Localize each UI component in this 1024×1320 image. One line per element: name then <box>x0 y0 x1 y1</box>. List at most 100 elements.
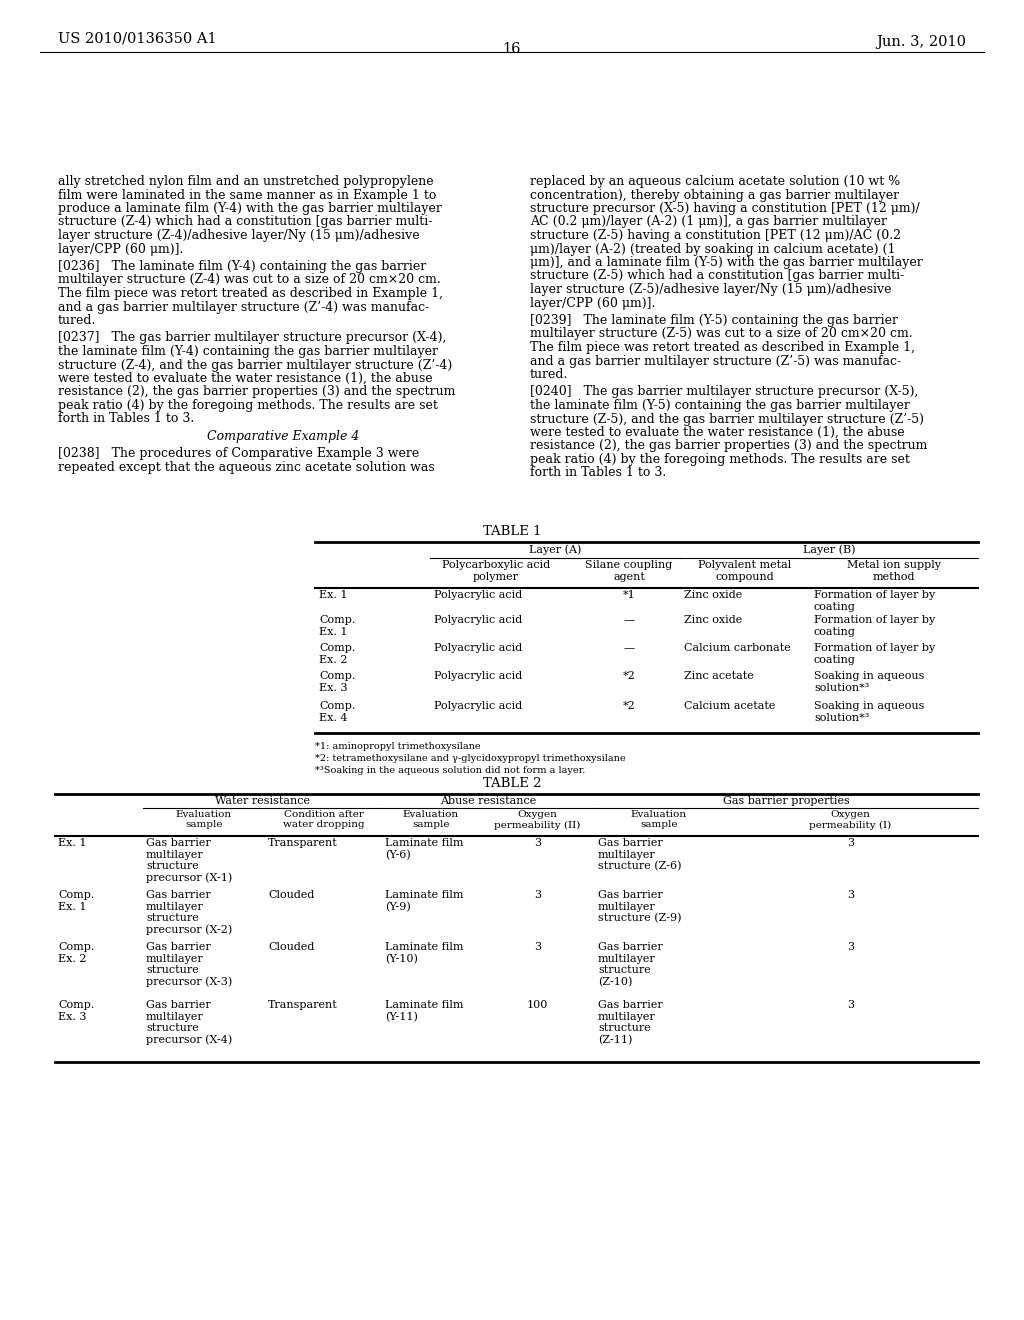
Text: TABLE 1: TABLE 1 <box>482 525 542 539</box>
Text: Gas barrier
multilayer
structure
precursor (X-3): Gas barrier multilayer structure precurs… <box>146 942 232 987</box>
Text: μm)/layer (A-2) (treated by soaking in calcium acetate) (1: μm)/layer (A-2) (treated by soaking in c… <box>530 243 896 256</box>
Text: —: — <box>624 615 635 624</box>
Text: Polyacrylic acid: Polyacrylic acid <box>434 671 522 681</box>
Text: Layer (B): Layer (B) <box>803 544 855 554</box>
Text: Zinc oxide: Zinc oxide <box>684 615 742 624</box>
Text: Evaluation
sample: Evaluation sample <box>402 810 459 829</box>
Text: Polycarboxylic acid
polymer: Polycarboxylic acid polymer <box>442 560 550 582</box>
Text: Metal ion supply
method: Metal ion supply method <box>847 560 941 582</box>
Text: multilayer structure (Z-4) was cut to a size of 20 cm×20 cm.: multilayer structure (Z-4) was cut to a … <box>58 273 440 286</box>
Text: [0237]   The gas barrier multilayer structure precursor (X-4),: [0237] The gas barrier multilayer struct… <box>58 331 446 345</box>
Text: Condition after
water dropping: Condition after water dropping <box>283 810 365 829</box>
Text: Clouded: Clouded <box>268 942 314 952</box>
Text: Comparative Example 4: Comparative Example 4 <box>207 430 359 444</box>
Text: forth in Tables 1 to 3.: forth in Tables 1 to 3. <box>58 412 195 425</box>
Text: peak ratio (4) by the foregoing methods. The results are set: peak ratio (4) by the foregoing methods.… <box>530 453 910 466</box>
Text: Gas barrier properties: Gas barrier properties <box>723 796 850 807</box>
Text: Oxygen
permeability (I): Oxygen permeability (I) <box>809 810 892 829</box>
Text: Formation of layer by
coating: Formation of layer by coating <box>814 643 935 664</box>
Text: Laminate film
(Y-10): Laminate film (Y-10) <box>385 942 464 964</box>
Text: Silane coupling
agent: Silane coupling agent <box>586 560 673 582</box>
Text: 3: 3 <box>847 942 854 952</box>
Text: Comp.
Ex. 2: Comp. Ex. 2 <box>319 643 355 664</box>
Text: US 2010/0136350 A1: US 2010/0136350 A1 <box>58 32 217 46</box>
Text: 3: 3 <box>847 890 854 900</box>
Text: Comp.
Ex. 2: Comp. Ex. 2 <box>58 942 94 964</box>
Text: The film piece was retort treated as described in Example 1,: The film piece was retort treated as des… <box>530 341 915 354</box>
Text: tured.: tured. <box>530 368 568 381</box>
Text: Polyacrylic acid: Polyacrylic acid <box>434 615 522 624</box>
Text: Gas barrier
multilayer
structure (Z-9): Gas barrier multilayer structure (Z-9) <box>598 890 682 924</box>
Text: 16: 16 <box>503 42 521 55</box>
Text: [0239]   The laminate film (Y-5) containing the gas barrier: [0239] The laminate film (Y-5) containin… <box>530 314 898 327</box>
Text: Gas barrier
multilayer
structure
precursor (X-1): Gas barrier multilayer structure precurs… <box>146 838 232 883</box>
Text: the laminate film (Y-5) containing the gas barrier multilayer: the laminate film (Y-5) containing the g… <box>530 399 910 412</box>
Text: structure (Z-5), and the gas barrier multilayer structure (Z’-5): structure (Z-5), and the gas barrier mul… <box>530 412 924 425</box>
Text: Ex. 1: Ex. 1 <box>319 590 347 601</box>
Text: peak ratio (4) by the foregoing methods. The results are set: peak ratio (4) by the foregoing methods.… <box>58 399 438 412</box>
Text: layer structure (Z-5)/adhesive layer/Ny (15 μm)/adhesive: layer structure (Z-5)/adhesive layer/Ny … <box>530 282 892 296</box>
Text: structure (Z-4), and the gas barrier multilayer structure (Z’-4): structure (Z-4), and the gas barrier mul… <box>58 359 453 371</box>
Text: replaced by an aqueous calcium acetate solution (10 wt %: replaced by an aqueous calcium acetate s… <box>530 176 900 187</box>
Text: Transparent: Transparent <box>268 1001 338 1010</box>
Text: Polyacrylic acid: Polyacrylic acid <box>434 590 522 601</box>
Text: TABLE 2: TABLE 2 <box>482 777 542 789</box>
Text: Gas barrier
multilayer
structure (Z-6): Gas barrier multilayer structure (Z-6) <box>598 838 682 871</box>
Text: forth in Tables 1 to 3.: forth in Tables 1 to 3. <box>530 466 667 479</box>
Text: 3: 3 <box>534 838 541 847</box>
Text: Formation of layer by
coating: Formation of layer by coating <box>814 615 935 636</box>
Text: Zinc oxide: Zinc oxide <box>684 590 742 601</box>
Text: [0236]   The laminate film (Y-4) containing the gas barrier: [0236] The laminate film (Y-4) containin… <box>58 260 426 273</box>
Text: Gas barrier
multilayer
structure
precursor (X-4): Gas barrier multilayer structure precurs… <box>146 1001 232 1045</box>
Text: resistance (2), the gas barrier properties (3) and the spectrum: resistance (2), the gas barrier properti… <box>530 440 928 453</box>
Text: were tested to evaluate the water resistance (1), the abuse: were tested to evaluate the water resist… <box>58 372 432 385</box>
Text: Polyacrylic acid: Polyacrylic acid <box>434 701 522 711</box>
Text: Clouded: Clouded <box>268 890 314 900</box>
Text: tured.: tured. <box>58 314 96 327</box>
Text: *2: tetramethoxysilane and γ-glycidoxypropyl trimethoxysilane: *2: tetramethoxysilane and γ-glycidoxypr… <box>315 754 626 763</box>
Text: multilayer structure (Z-5) was cut to a size of 20 cm×20 cm.: multilayer structure (Z-5) was cut to a … <box>530 327 912 341</box>
Text: Soaking in aqueous
solution*³: Soaking in aqueous solution*³ <box>814 701 925 722</box>
Text: *1: aminopropyl trimethoxysilane: *1: aminopropyl trimethoxysilane <box>315 742 480 751</box>
Text: 3: 3 <box>534 890 541 900</box>
Text: Abuse resistance: Abuse resistance <box>440 796 537 807</box>
Text: 3: 3 <box>847 838 854 847</box>
Text: Jun. 3, 2010: Jun. 3, 2010 <box>876 36 966 49</box>
Text: Laminate film
(Y-6): Laminate film (Y-6) <box>385 838 464 859</box>
Text: Zinc acetate: Zinc acetate <box>684 671 754 681</box>
Text: Laminate film
(Y-9): Laminate film (Y-9) <box>385 890 464 912</box>
Text: film were laminated in the same manner as in Example 1 to: film were laminated in the same manner a… <box>58 189 436 202</box>
Text: Calcium acetate: Calcium acetate <box>684 701 775 711</box>
Text: Comp.
Ex. 4: Comp. Ex. 4 <box>319 701 355 722</box>
Text: structure precursor (X-5) having a constitution [PET (12 μm)/: structure precursor (X-5) having a const… <box>530 202 920 215</box>
Text: Comp.
Ex. 1: Comp. Ex. 1 <box>58 890 94 912</box>
Text: Formation of layer by
coating: Formation of layer by coating <box>814 590 935 611</box>
Text: Polyvalent metal
compound: Polyvalent metal compound <box>698 560 792 582</box>
Text: *2: *2 <box>623 701 635 711</box>
Text: 3: 3 <box>847 1001 854 1010</box>
Text: Comp.
Ex. 3: Comp. Ex. 3 <box>58 1001 94 1022</box>
Text: the laminate film (Y-4) containing the gas barrier multilayer: the laminate film (Y-4) containing the g… <box>58 345 438 358</box>
Text: layer/CPP (60 μm)].: layer/CPP (60 μm)]. <box>58 243 183 256</box>
Text: and a gas barrier multilayer structure (Z’-4) was manufac-: and a gas barrier multilayer structure (… <box>58 301 429 314</box>
Text: layer/CPP (60 μm)].: layer/CPP (60 μm)]. <box>530 297 655 309</box>
Text: —: — <box>624 643 635 653</box>
Text: and a gas barrier multilayer structure (Z’-5) was manufac-: and a gas barrier multilayer structure (… <box>530 355 901 367</box>
Text: structure (Z-4) which had a constitution [gas barrier multi-: structure (Z-4) which had a constitution… <box>58 215 432 228</box>
Text: produce a laminate film (Y-4) with the gas barrier multilayer: produce a laminate film (Y-4) with the g… <box>58 202 442 215</box>
Text: Comp.
Ex. 3: Comp. Ex. 3 <box>319 671 355 693</box>
Text: Laminate film
(Y-11): Laminate film (Y-11) <box>385 1001 464 1022</box>
Text: Gas barrier
multilayer
structure
precursor (X-2): Gas barrier multilayer structure precurs… <box>146 890 232 936</box>
Text: resistance (2), the gas barrier properties (3) and the spectrum: resistance (2), the gas barrier properti… <box>58 385 456 399</box>
Text: concentration), thereby obtaining a gas barrier multilayer: concentration), thereby obtaining a gas … <box>530 189 899 202</box>
Text: AC (0.2 μm)/layer (A-2) (1 μm)], a gas barrier multilayer: AC (0.2 μm)/layer (A-2) (1 μm)], a gas b… <box>530 215 887 228</box>
Text: were tested to evaluate the water resistance (1), the abuse: were tested to evaluate the water resist… <box>530 426 904 440</box>
Text: ally stretched nylon film and an unstretched polypropylene: ally stretched nylon film and an unstret… <box>58 176 433 187</box>
Text: *1: *1 <box>623 590 635 601</box>
Text: The film piece was retort treated as described in Example 1,: The film piece was retort treated as des… <box>58 286 443 300</box>
Text: Layer (A): Layer (A) <box>528 544 582 554</box>
Text: Transparent: Transparent <box>268 838 338 847</box>
Text: structure (Z-5) which had a constitution [gas barrier multi-: structure (Z-5) which had a constitution… <box>530 269 904 282</box>
Text: 3: 3 <box>534 942 541 952</box>
Text: Ex. 1: Ex. 1 <box>58 838 86 847</box>
